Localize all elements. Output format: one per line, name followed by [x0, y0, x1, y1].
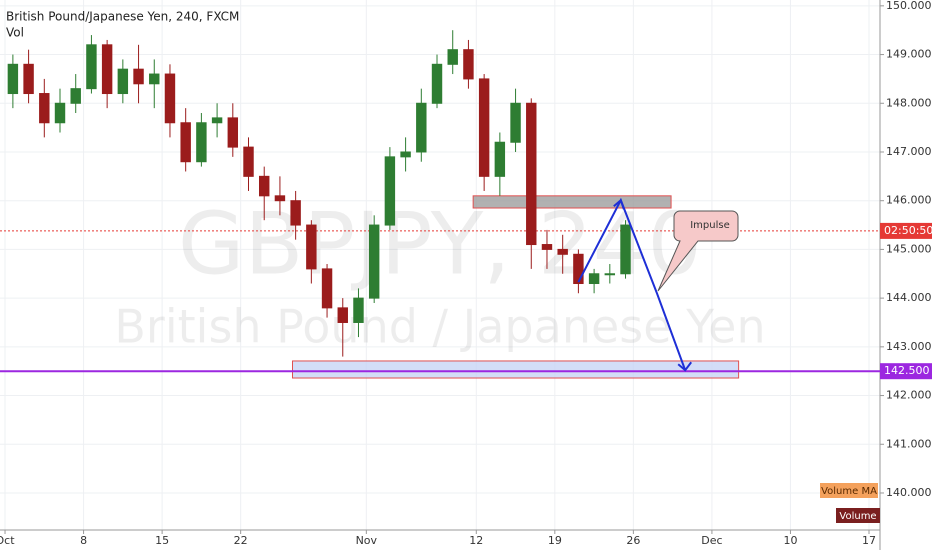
candle-body: [526, 102, 537, 246]
candle-body: [368, 224, 380, 299]
volume-label: Volume: [839, 511, 876, 522]
zone: [291, 360, 740, 379]
zone: [472, 195, 672, 209]
candle-body: [337, 307, 348, 323]
candle-body: [164, 73, 176, 124]
candle-body: [416, 102, 427, 153]
watermark-subtitle: British Pound / Japanese Yen: [114, 300, 765, 354]
candle-body: [39, 93, 50, 124]
candle-body: [211, 117, 223, 124]
candle-body: [604, 273, 616, 276]
candle-body: [463, 49, 474, 80]
x-tick-label: 22: [234, 534, 248, 547]
candle-body: [274, 195, 286, 202]
grid: [0, 0, 880, 530]
x-tick-label: 8: [80, 534, 87, 547]
level-label: 142.500: [884, 364, 930, 377]
candle-body: [86, 44, 97, 90]
callout-box: [657, 210, 739, 292]
candle-body: [541, 244, 553, 250]
candle-body: [133, 68, 144, 85]
y-tick-label: 147.000: [886, 145, 932, 158]
candle-body: [54, 102, 66, 124]
candle-body: [243, 146, 254, 177]
y-tick-label: 142.000: [886, 389, 932, 402]
candle-body: [180, 122, 191, 163]
candle-body: [620, 224, 631, 275]
countdown-tag: [880, 222, 932, 239]
candle-body: [384, 156, 396, 226]
chart-subtitle: Vol: [6, 26, 24, 40]
candle-body: [306, 224, 317, 270]
x-tick-label: 10: [783, 534, 797, 547]
projection-arrowhead: [613, 198, 625, 210]
candle-body: [447, 49, 458, 65]
candle-body: [70, 88, 81, 104]
candle-body: [101, 44, 113, 95]
level-tag: [880, 363, 932, 380]
candle-body: [400, 151, 411, 158]
projection-path: [577, 197, 687, 371]
y-tick-label: 144.000: [886, 291, 932, 304]
y-tick-label: 149.000: [886, 48, 932, 61]
candle-body: [149, 73, 160, 85]
x-tick-label: 26: [626, 534, 640, 547]
y-tick-label: 145.000: [886, 242, 932, 255]
candle-body: [588, 273, 600, 285]
candle-body: [290, 200, 301, 226]
x-tick-label: Oct: [0, 534, 15, 547]
y-tick-label: 150.000: [886, 0, 932, 12]
candle-body: [510, 102, 521, 143]
candle-body: [353, 297, 364, 323]
candle-body: [259, 175, 270, 197]
y-tick-label: 141.000: [886, 437, 932, 450]
candle-body: [227, 117, 239, 148]
x-tick-label: 19: [548, 534, 562, 547]
x-tick-label: 15: [155, 534, 169, 547]
candle-body: [573, 253, 584, 285]
x-tick-label: 17: [862, 534, 876, 547]
candle-body: [196, 122, 207, 163]
y-tick-label: 140.000: [886, 486, 932, 499]
y-tick-label: 146.000: [886, 194, 932, 207]
candle-body: [321, 268, 333, 309]
candle-body: [557, 248, 568, 255]
countdown-label: 02:50:50: [884, 224, 932, 237]
chart-title: British Pound/Japanese Yen, 240, FXCM: [6, 10, 239, 24]
candle-body: [117, 68, 129, 95]
y-tick-label: 143.000: [886, 340, 932, 353]
x-tick-label: Dec: [701, 534, 722, 547]
candle-body: [23, 63, 34, 95]
callout-label: Impulse: [690, 220, 730, 231]
y-tick-label: 148.000: [886, 96, 932, 109]
projection-arrowhead: [677, 361, 693, 372]
candle-body: [494, 141, 506, 177]
volume-ma-label: Volume MA: [821, 486, 877, 497]
candle-body: [431, 63, 443, 104]
candle-body: [7, 63, 19, 95]
x-tick-label: 12: [469, 534, 483, 547]
candle-body: [478, 78, 490, 177]
volume-tag: [836, 508, 880, 523]
x-tick-label: Nov: [356, 534, 378, 547]
volume-ma-tag: [820, 483, 878, 498]
